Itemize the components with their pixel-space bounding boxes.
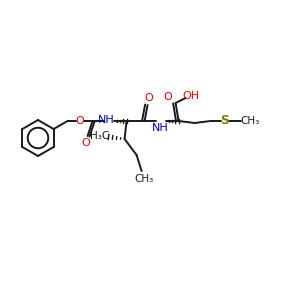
- Text: S: S: [220, 115, 229, 128]
- Text: CH₃: CH₃: [134, 174, 153, 184]
- Text: O: O: [75, 116, 84, 126]
- Text: NH: NH: [98, 115, 115, 125]
- Text: O: O: [163, 92, 172, 102]
- Text: OH: OH: [182, 91, 199, 101]
- Text: O: O: [144, 93, 153, 103]
- Text: O: O: [81, 138, 90, 148]
- Text: NH: NH: [152, 123, 169, 133]
- Text: CH₃: CH₃: [240, 116, 259, 126]
- Text: H₃C: H₃C: [90, 131, 109, 141]
